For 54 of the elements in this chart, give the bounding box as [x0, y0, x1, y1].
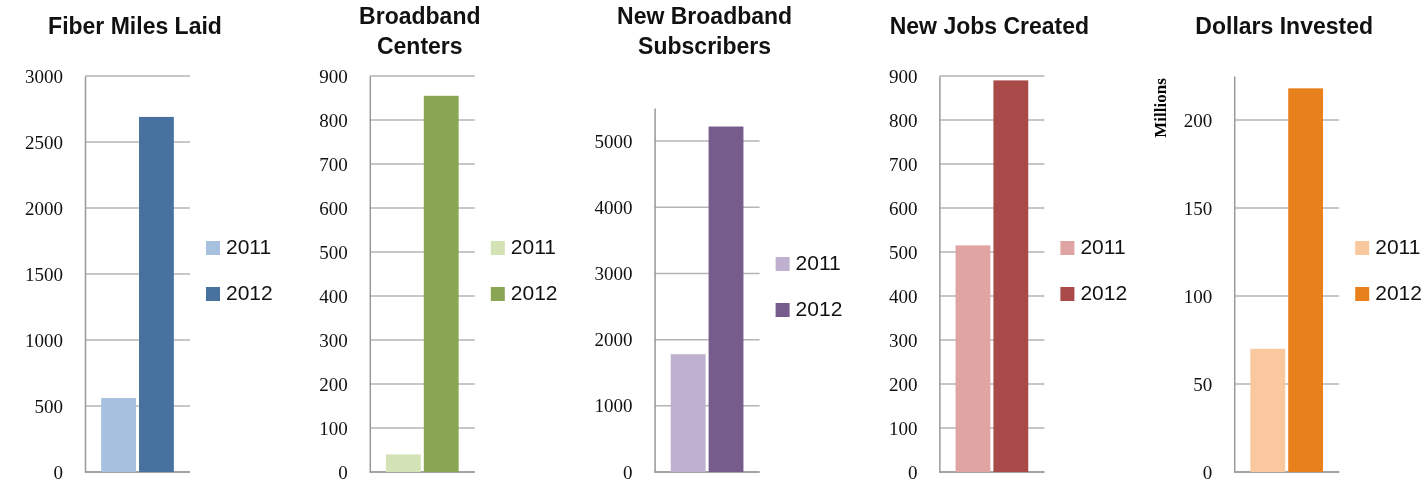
y-tick-label: 3000	[594, 263, 633, 285]
y-tick-label: 0	[907, 461, 918, 483]
y-tick-label: 100	[319, 417, 348, 439]
legend-label: 2012	[1375, 281, 1422, 304]
legend-label: 2012	[226, 281, 273, 304]
legend-label: 2011	[226, 235, 272, 258]
y-tick-label: 900	[319, 65, 348, 87]
y-tick-label: 500	[888, 241, 918, 263]
y-tick-label: 800	[888, 109, 918, 131]
y-tick-label: 0	[53, 461, 63, 483]
y-tick-label: 0	[338, 461, 348, 483]
y-tick-label: 4000	[594, 196, 633, 218]
legend-label: 2012	[510, 281, 558, 304]
y-tick-label: 200	[319, 373, 348, 395]
y-tick-label: 400	[319, 285, 348, 307]
y-tick-label: 1000	[25, 329, 63, 351]
chart-title: New Jobs Created	[889, 13, 1090, 39]
chart-title: New Broadband Subscribers	[617, 3, 793, 59]
y-tick-label: 200	[1183, 109, 1213, 131]
legend-label: 2011	[1375, 235, 1421, 258]
legend-label: 2011	[795, 251, 841, 274]
y-tick-label: 100	[888, 417, 918, 439]
y-tick-label: 800	[319, 109, 348, 131]
y-tick-label: 700	[319, 153, 348, 175]
y-tick-label: 0	[623, 461, 633, 483]
y-tick-label: 100	[1183, 285, 1213, 307]
y-tick-label: 150	[1183, 197, 1213, 219]
y-tick-label: 900	[888, 65, 918, 87]
y-tick-label: 2500	[25, 131, 63, 153]
y-tick-label: 2000	[594, 329, 633, 351]
y-tick-label: 3000	[25, 65, 63, 87]
y-tick-label: 600	[319, 197, 348, 219]
y-tick-label: 300	[888, 329, 918, 351]
chart-title: Broadband Centers	[359, 3, 481, 59]
y-tick-label: 1000	[594, 395, 633, 417]
y-tick-label: 600	[888, 197, 918, 219]
y-axis-title: Millions	[1151, 77, 1171, 138]
y-tick-label: 400	[888, 285, 918, 307]
y-tick-label: 500	[34, 395, 63, 417]
y-tick-label: 50	[1193, 373, 1213, 395]
y-tick-label: 0	[1202, 461, 1213, 483]
y-tick-label: 700	[888, 153, 918, 175]
legend-label: 2011	[510, 235, 556, 258]
y-tick-label: 200	[888, 373, 918, 395]
chart-title: Dollars Invested	[1195, 13, 1374, 39]
legend-label: 2012	[1080, 281, 1128, 304]
y-tick-label: 500	[319, 241, 348, 263]
y-tick-label: 300	[319, 329, 348, 351]
chart-title: Fiber Miles Laid	[48, 13, 222, 39]
legend-label: 2011	[1080, 235, 1126, 258]
y-tick-label: 2000	[25, 197, 63, 219]
legend-label: 2012	[795, 297, 843, 320]
y-tick-label: 5000	[594, 130, 633, 152]
y-tick-label: 1500	[25, 263, 63, 285]
